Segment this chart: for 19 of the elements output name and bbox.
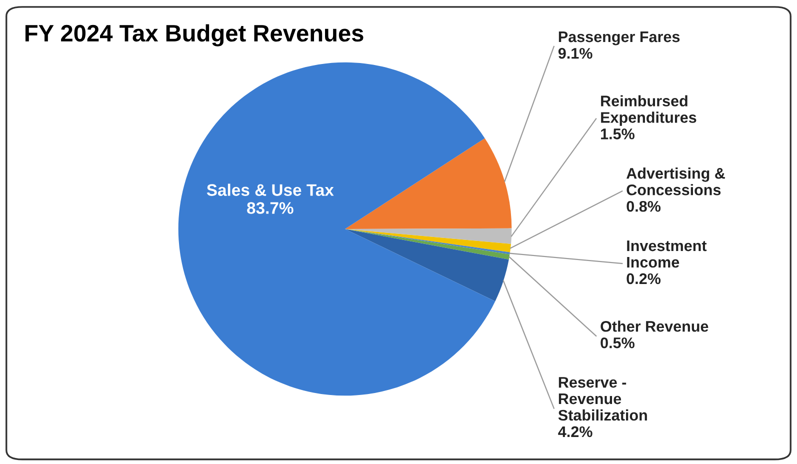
chart-title: FY 2024 Tax Budget Revenues (25, 24, 364, 46)
slice-label: Investment Income (627, 240, 707, 268)
slice-label: Advertising & Concessions (626, 168, 725, 196)
pie-slice (345, 229, 509, 302)
slice-label: Passenger Fares (558, 32, 680, 46)
data-label: 1.5% (601, 128, 634, 140)
data-label: 0.5% (600, 337, 634, 348)
data-label: 9.1% (558, 48, 592, 59)
data-label: 4.2% (558, 426, 592, 438)
pie-slice (345, 138, 512, 229)
slice-label: Sales & Use Tax (206, 184, 334, 196)
slice-label: Reserve - Revenue Stabilization (558, 377, 647, 421)
data-label: 83.7% (247, 202, 294, 214)
data-label: 0.2% (626, 273, 661, 284)
data-label: 0.8% (626, 200, 661, 212)
slice-label: Other Revenue (600, 320, 708, 332)
slice-label: Reimbursed Expenditures (601, 95, 696, 126)
pie-slice (178, 62, 496, 396)
pie-slice (345, 228, 512, 244)
